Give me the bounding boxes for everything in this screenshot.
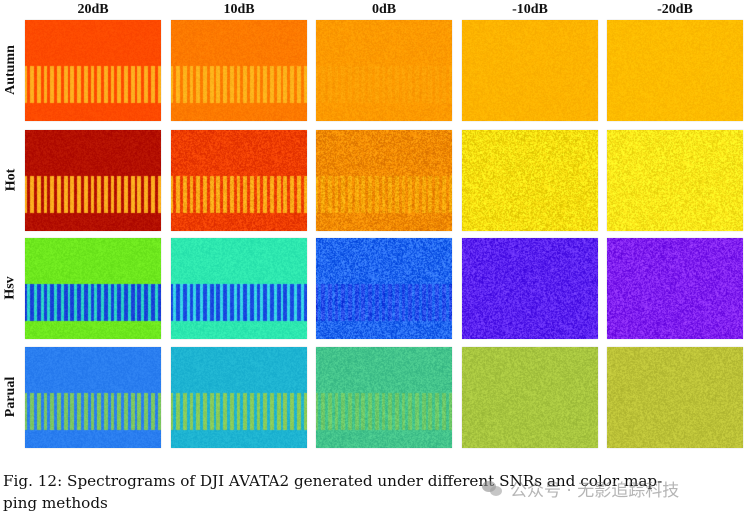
- spectrogram-parual-minus10db: [462, 347, 598, 448]
- spectrogram-hsv-10db: [171, 238, 307, 339]
- spectrogram-parual-0db: [316, 347, 452, 448]
- spectrogram-hot-0db: [316, 130, 452, 231]
- spectrogram-parual-20db: [25, 347, 161, 448]
- spectrogram-autumn-minus10db: [462, 20, 598, 121]
- spectrogram-image: [316, 20, 452, 121]
- column-header-0db: 0dB: [371, 2, 397, 17]
- column-header-10db: 10dB: [223, 2, 255, 17]
- spectrogram-image: [462, 20, 598, 121]
- spectrogram-image: [462, 347, 598, 448]
- column-header-minus10db: -10dB: [512, 2, 548, 17]
- column-header-20db: 20dB: [77, 2, 109, 17]
- row-label-hsv: Hsv: [2, 238, 20, 338]
- spectrogram-image: [171, 347, 307, 448]
- watermark: 公众号 · 无影追踪科技: [482, 476, 679, 501]
- spectrogram-image: [316, 238, 452, 339]
- spectrogram-image: [607, 238, 743, 339]
- row-label-text: Hsv: [3, 276, 18, 300]
- row-label-text: Hot: [3, 168, 18, 192]
- spectrogram-hot-20db: [25, 130, 161, 231]
- row-label-hot: Hot: [2, 130, 20, 230]
- spectrogram-image: [316, 347, 452, 448]
- spectrogram-image: [462, 130, 598, 231]
- row-label-text: Parual: [3, 376, 19, 418]
- spectrogram-parual-10db: [171, 347, 307, 448]
- spectrogram-image: [462, 238, 598, 339]
- spectrogram-hsv-minus10db: [462, 238, 598, 339]
- spectrogram-image: [171, 20, 307, 121]
- spectrogram-hot-minus10db: [462, 130, 598, 231]
- spectrogram-image: [25, 347, 161, 448]
- wechat-icon: [482, 480, 504, 498]
- spectrogram-hsv-20db: [25, 238, 161, 339]
- spectrogram-image: [171, 130, 307, 231]
- spectrogram-image: [25, 20, 161, 121]
- spectrogram-image: [25, 130, 161, 231]
- spectrogram-autumn-20db: [25, 20, 161, 121]
- spectrogram-hsv-0db: [316, 238, 452, 339]
- caption-line-2: ping methods: [3, 494, 108, 512]
- row-label-text: Autumn: [3, 45, 19, 95]
- row-label-autumn: Autumn: [2, 20, 20, 120]
- spectrogram-image: [25, 238, 161, 339]
- spectrogram-hot-10db: [171, 130, 307, 231]
- spectrogram-image: [607, 20, 743, 121]
- column-header-minus20db: -20dB: [657, 2, 693, 17]
- spectrogram-image: [607, 347, 743, 448]
- row-label-parual: Parual: [2, 347, 20, 447]
- spectrogram-hsv-minus20db: [607, 238, 743, 339]
- spectrogram-autumn-10db: [171, 20, 307, 121]
- spectrogram-hot-minus20db: [607, 130, 743, 231]
- spectrogram-image: [607, 130, 743, 231]
- spectrogram-autumn-0db: [316, 20, 452, 121]
- spectrogram-autumn-minus20db: [607, 20, 743, 121]
- spectrogram-image: [316, 130, 452, 231]
- spectrogram-parual-minus20db: [607, 347, 743, 448]
- watermark-text: 公众号 · 无影追踪科技: [510, 481, 680, 501]
- spectrogram-image: [171, 238, 307, 339]
